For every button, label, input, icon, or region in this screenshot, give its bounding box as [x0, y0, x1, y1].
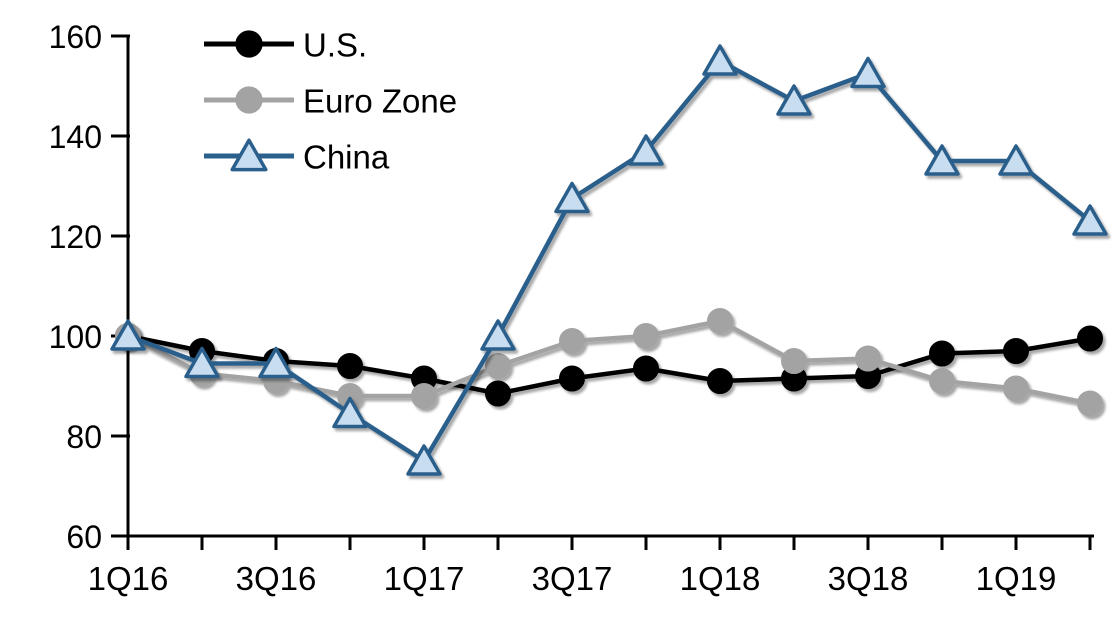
data-point-marker-circle — [707, 368, 733, 394]
data-point-marker-triangle — [258, 346, 294, 379]
data-point-marker-circle — [485, 380, 511, 407]
data-point-marker-circle — [559, 365, 585, 392]
data-point-marker-triangle — [924, 144, 960, 176]
data-point-marker-triangle — [998, 144, 1034, 176]
data-point-marker-triangle — [554, 181, 590, 214]
x-tick-label: 1Q19 — [976, 560, 1057, 597]
data-point-marker-circle — [929, 368, 955, 394]
legend-item-eurozone: Euro Zone — [204, 83, 457, 120]
data-point-marker-triangle — [1072, 204, 1108, 236]
data-point-marker-circle — [1003, 375, 1029, 402]
y-tick-label: 100 — [49, 319, 102, 355]
y-tick-label: 140 — [49, 119, 102, 155]
legend-item-china: China — [204, 138, 390, 176]
y-tick-label: 60 — [66, 519, 102, 555]
legend-label: U.S. — [303, 27, 367, 64]
y-tick-label: 80 — [66, 419, 102, 455]
x-tick-label: 3Q17 — [532, 560, 613, 597]
data-point-marker-triangle — [332, 396, 368, 429]
data-point-marker-triangle — [480, 319, 516, 351]
data-point-marker-circle — [633, 355, 659, 382]
data-point-marker-circle — [1003, 338, 1029, 364]
data-point-marker-triangle — [702, 44, 738, 76]
data-point-marker-triangle — [184, 346, 220, 379]
chart-canvas: 60 80 100 120 140 160 1Q16 3Q16 1Q17 3Q17 1Q18 3Q18… — [49, 19, 1108, 597]
data-point-marker-circle — [707, 308, 733, 334]
x-tick-label: 3Q16 — [236, 560, 317, 597]
data-point-marker-triangle — [406, 444, 442, 476]
x-tick-label: 1Q18 — [680, 560, 761, 597]
data-point-marker-circle — [411, 383, 437, 409]
x-tick-label: 1Q16 — [88, 560, 169, 597]
data-point-marker-triangle — [628, 134, 664, 166]
legend: U.S. Euro Zone China — [204, 27, 457, 176]
data-point-marker-circle — [235, 30, 263, 58]
data-point-marker-circle — [485, 353, 511, 379]
data-point-marker-circle — [781, 348, 807, 374]
legend-item-us: U.S. — [204, 27, 367, 64]
y-tick-label: 120 — [49, 219, 102, 255]
data-point-marker-circle — [929, 340, 955, 367]
data-point-marker-triangle — [230, 138, 268, 172]
data-point-marker-circle — [559, 328, 585, 354]
data-point-marker-circle — [337, 353, 363, 379]
data-point-marker-triangle — [110, 319, 146, 351]
indexed-line-chart: 60 80 100 120 140 160 1Q16 3Q16 1Q17 3Q17 1Q18 3Q18… — [40, 16, 1116, 610]
y-tick-label: 160 — [49, 19, 102, 55]
x-tick-label: 3Q18 — [828, 560, 909, 597]
series-china — [110, 44, 1108, 476]
data-point-marker-circle — [235, 86, 263, 114]
x-tick-label: 1Q17 — [384, 560, 465, 597]
series-line — [125, 58, 1093, 464]
legend-label: Euro Zone — [303, 83, 457, 120]
data-point-marker-triangle — [776, 84, 812, 116]
data-point-marker-triangle — [850, 56, 886, 89]
data-point-marker-circle — [1077, 325, 1103, 352]
legend-label: China — [303, 139, 390, 176]
data-point-marker-circle — [633, 323, 659, 349]
data-point-marker-circle — [1077, 390, 1103, 417]
axes — [111, 34, 1094, 550]
data-point-marker-circle — [855, 345, 881, 372]
